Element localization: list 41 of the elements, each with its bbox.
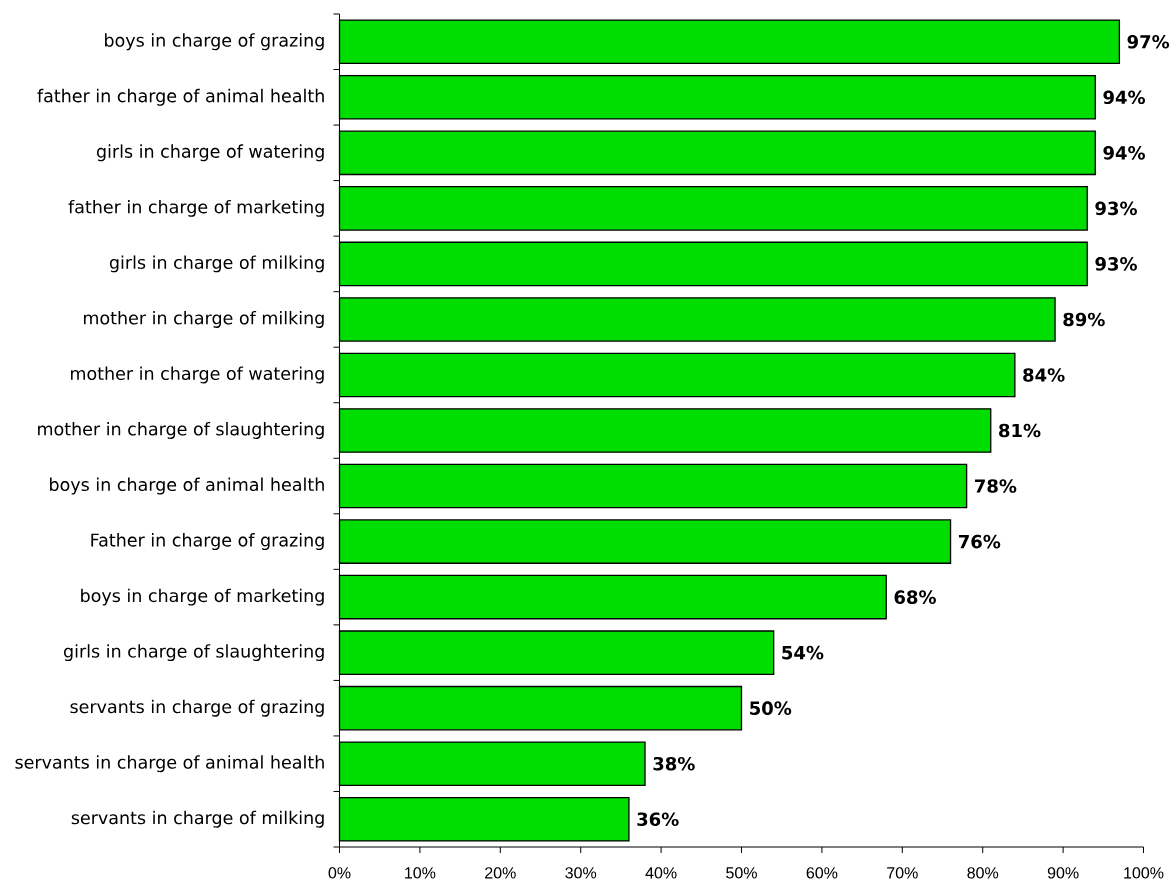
- y-tick-label: girls in charge of milking: [109, 255, 324, 273]
- data-label: 76%: [958, 534, 1001, 549]
- y-tick-label: mother in charge of milking: [83, 310, 324, 328]
- y-tick-label: Father in charge of grazing: [91, 533, 324, 551]
- x-tick-label: 10%: [405, 867, 436, 879]
- data-label: 97%: [1127, 34, 1170, 49]
- x-tick-label: 50%: [726, 867, 757, 879]
- data-label: 94%: [1103, 146, 1145, 160]
- y-tick-label: girls in charge of slaughtering: [63, 644, 324, 662]
- data-label: 50%: [750, 701, 792, 715]
- x-tick-label: 90%: [1047, 867, 1079, 879]
- x-tick-label: 40%: [645, 867, 677, 879]
- y-tick-label: servants in charge of grazing: [70, 699, 324, 717]
- y-tick-label: boys in charge of grazing: [105, 33, 324, 51]
- y-tick-label: mother in charge of watering: [71, 366, 324, 384]
- x-tick-label: 30%: [565, 867, 597, 879]
- y-tick-label: boys in charge of marketing: [81, 588, 324, 606]
- data-label: 93%: [1095, 201, 1137, 216]
- y-tick-label: father in charge of animal health: [37, 88, 324, 106]
- x-tick-label: 80%: [967, 867, 999, 879]
- data-label: 84%: [1023, 368, 1065, 382]
- x-tick-label: 100%: [1124, 867, 1164, 879]
- y-tick-label: servants in charge of animal health: [15, 755, 324, 773]
- data-label: 81%: [999, 423, 1041, 438]
- x-tick-label: 20%: [485, 867, 516, 879]
- y-tick-label: mother in charge of slaughtering: [38, 422, 324, 439]
- y-tick-label: servants in charge of milking: [71, 810, 324, 828]
- data-label: 78%: [975, 479, 1017, 493]
- data-label: 93%: [1095, 257, 1137, 271]
- y-tick-label: father in charge of marketing: [68, 199, 324, 217]
- data-label: 94%: [1103, 90, 1145, 105]
- data-label: 38%: [653, 756, 695, 771]
- data-label: 68%: [894, 590, 936, 604]
- data-label: 89%: [1063, 312, 1105, 327]
- data-label: 54%: [782, 645, 824, 660]
- x-tick-label: 0%: [328, 867, 351, 879]
- data-label: 36%: [637, 812, 679, 827]
- y-tick-label: girls in charge of watering: [96, 144, 324, 162]
- x-tick-label: 70%: [887, 867, 918, 879]
- y-tick-label: boys in charge of animal health: [50, 477, 324, 495]
- x-tick-label: 60%: [806, 867, 838, 879]
